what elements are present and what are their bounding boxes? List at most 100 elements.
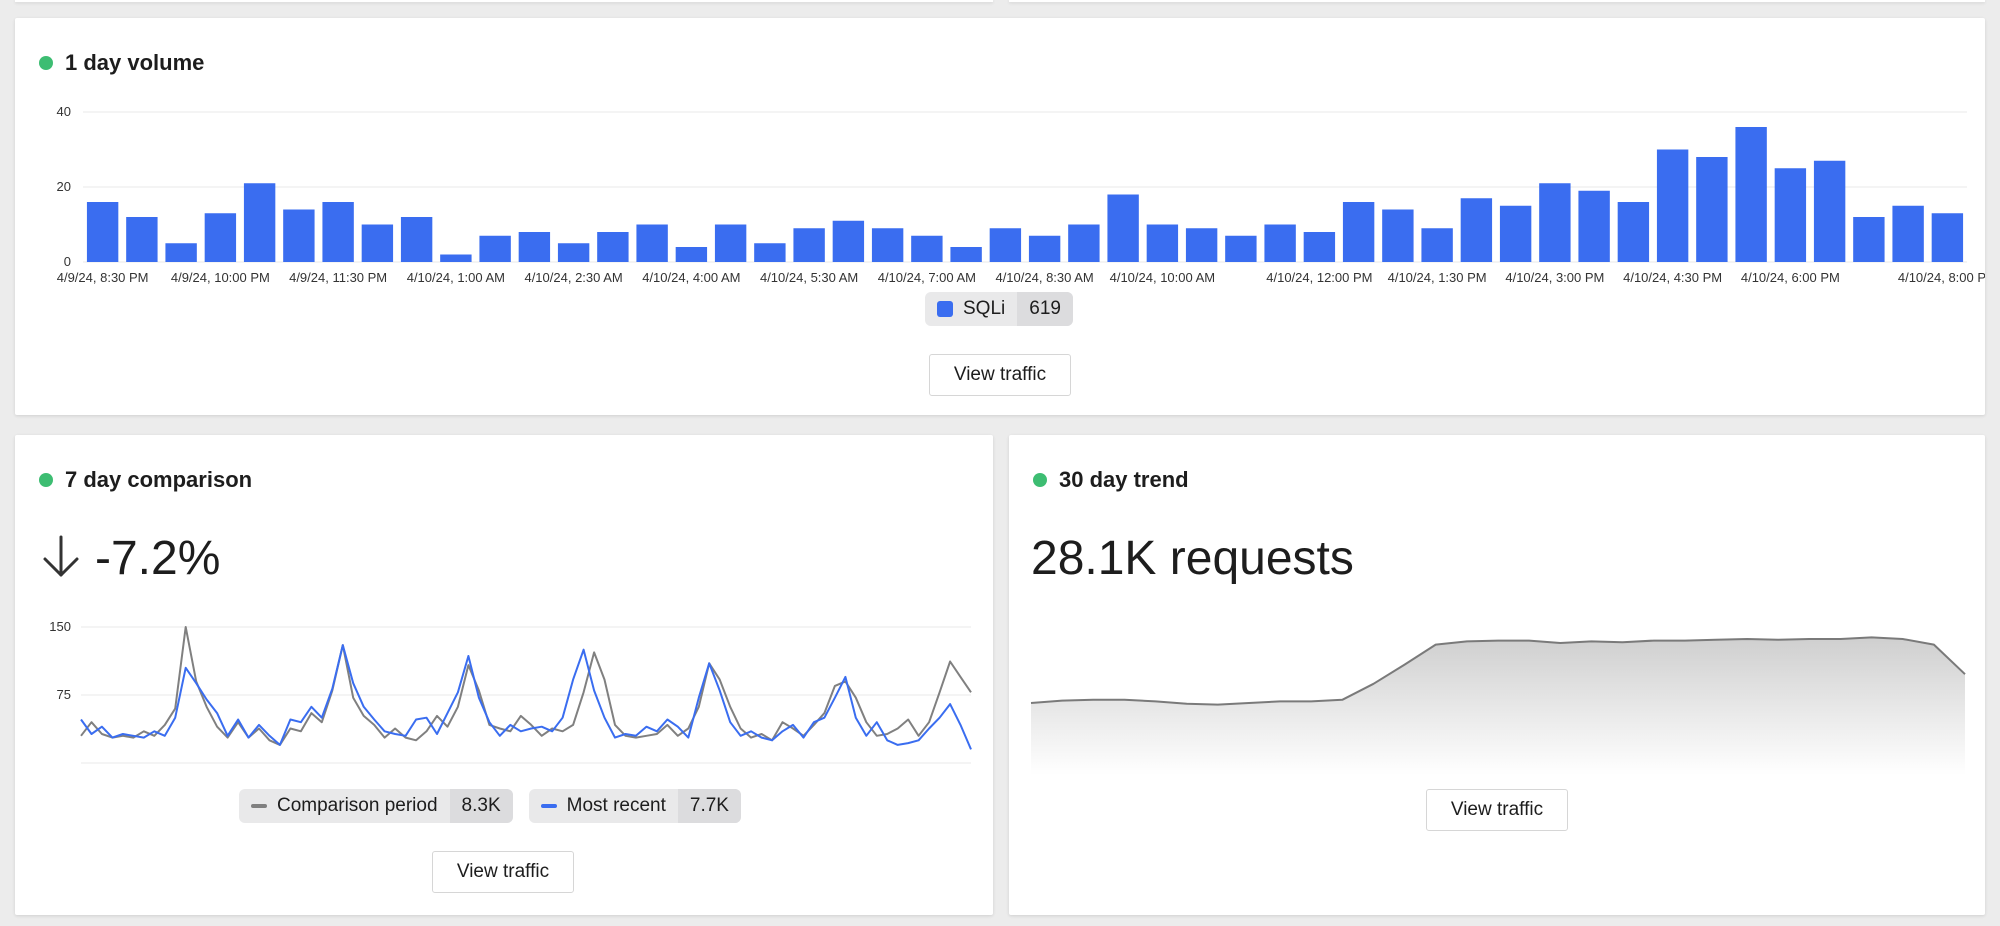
bar[interactable] [322,202,354,262]
bar[interactable] [440,254,472,263]
status-dot-icon [39,56,53,70]
bar[interactable] [1028,235,1061,262]
bar[interactable] [911,235,943,262]
legend-label: SQLi [963,298,1006,319]
bar[interactable] [243,183,276,262]
view-traffic-button[interactable]: View traffic [929,354,1071,396]
bar[interactable] [1225,235,1257,262]
comparison-period-line[interactable] [80,626,972,746]
y-tick-label: 20 [57,179,71,194]
bar[interactable] [1696,157,1728,262]
card-title: 1 day volume [65,50,205,75]
bar[interactable] [1185,228,1218,262]
volume-legend[interactable]: SQLi 619 [925,292,1073,326]
bar[interactable] [636,224,668,263]
bar[interactable] [1382,209,1414,263]
x-tick-label: 4/10/24, 12:00 PM [1266,270,1372,285]
comparison-legend[interactable]: Comparison period 8.3K Most recent 7.7K [239,789,741,823]
bar[interactable] [1068,224,1100,263]
legend-label: Comparison period [277,795,438,816]
legend-item-comparison[interactable]: Comparison period 8.3K [239,789,513,823]
bar[interactable] [754,243,786,262]
bar[interactable] [832,220,865,262]
bar[interactable] [1853,217,1885,262]
status-dot-icon [1033,473,1047,487]
bar[interactable] [86,202,119,262]
bar[interactable] [400,217,433,262]
bar[interactable] [1146,224,1179,263]
bar[interactable] [1342,202,1375,262]
bar[interactable] [1735,127,1767,262]
x-tick-label: 4/10/24, 8:30 AM [995,270,1093,285]
x-tick-label: 4/10/24, 10:00 AM [1110,270,1216,285]
bar[interactable] [479,235,511,262]
bar[interactable] [675,247,708,262]
x-tick-label: 4/10/24, 1:00 AM [407,270,505,285]
bar[interactable] [361,224,394,263]
bar[interactable] [204,213,237,262]
request-count: 28.1K requests [1031,532,1354,585]
bar[interactable] [1421,228,1453,262]
bar[interactable] [1460,198,1493,262]
legend-value: 619 [1017,292,1073,326]
bar[interactable] [793,228,825,262]
change-percent: -7.2% [95,532,221,585]
volume-card: 1 day volume 0 20 40 4/9/24, 8:30 PM 4/9/24,… [15,18,1985,415]
bar[interactable] [1264,224,1296,263]
most-recent-line[interactable] [80,644,972,750]
bar[interactable] [165,243,197,262]
volume-card-header: 1 day volume [39,50,204,76]
bar[interactable] [557,243,590,262]
bar[interactable] [1539,183,1571,262]
bar[interactable] [714,224,747,263]
legend-value: 7.7K [677,789,741,823]
bar[interactable] [1813,160,1846,262]
bar[interactable] [1656,149,1689,263]
bar[interactable] [950,247,982,262]
legend-item-sqli[interactable]: SQLi 619 [925,292,1073,326]
legend-value: 8.3K [449,789,513,823]
bar[interactable] [989,228,1022,262]
bar[interactable] [1931,213,1964,262]
bar[interactable] [518,232,551,262]
y-tick-label: 40 [57,104,71,119]
cut-off-card-left [15,0,993,2]
x-tick-label: 4/10/24, 5:30 AM [760,270,858,285]
x-tick-label: 4/10/24, 1:30 PM [1388,270,1487,285]
most-recent-swatch-icon [540,804,557,808]
x-tick-label: 4/10/24, 7:00 AM [878,270,976,285]
bar[interactable] [1774,168,1807,262]
bar[interactable] [1578,190,1610,262]
trend-card: 30 day trend 28.1K requests View traffic [1009,435,1985,915]
bar[interactable] [1892,205,1924,262]
bar[interactable] [126,217,158,262]
y-tick-label: 150 [49,619,71,634]
comparison-line-chart: 75 150 [49,619,972,764]
x-tick-label: 4/10/24, 8:00 PM [1898,270,1985,285]
x-tick-label: 4/9/24, 8:30 PM [57,270,149,285]
bar[interactable] [1303,232,1336,262]
trend-area [1031,637,1965,775]
comparison-card: 7 day comparison -7.2% 75 150 Comparison … [15,435,993,915]
trend-line[interactable] [1030,636,1966,706]
card-title: 30 day trend [1059,467,1189,492]
x-tick-label: 4/10/24, 3:00 PM [1505,270,1604,285]
legend-item-most-recent[interactable]: Most recent 7.7K [528,789,741,823]
bar[interactable] [1617,202,1650,262]
sqli-swatch-icon [937,301,953,317]
bar[interactable] [1107,194,1139,263]
x-tick-label: 4/10/24, 4:00 AM [642,270,740,285]
view-traffic-button[interactable]: View traffic [432,851,574,893]
y-tick-label: 0 [64,254,71,269]
x-tick-label: 4/9/24, 11:30 PM [289,270,387,285]
bar[interactable] [871,228,904,262]
view-traffic-button[interactable]: View traffic [1426,789,1568,831]
bar[interactable] [1499,205,1532,262]
comparison-card-header: 7 day comparison [39,467,252,493]
x-tick-label: 4/9/24, 10:00 PM [171,270,270,285]
volume-bar-chart: 0 20 40 4/9/24, 8:30 PM 4/9/24, 10:00 PM 4/9/… [57,104,1985,285]
x-tick-label: 4/10/24, 4:30 PM [1623,270,1722,285]
y-tick-label: 75 [57,687,71,702]
bar[interactable] [597,232,629,262]
bar[interactable] [283,209,315,263]
